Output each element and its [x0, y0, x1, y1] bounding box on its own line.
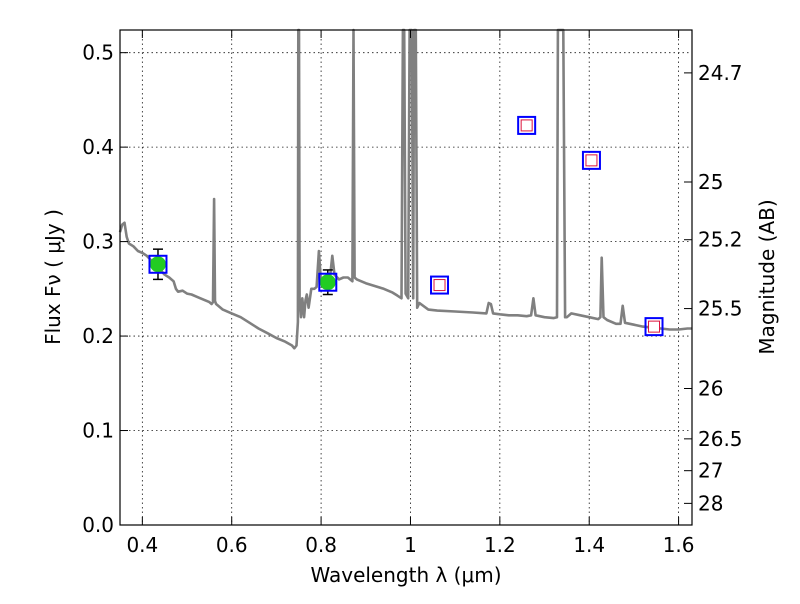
x-tick-label: 1.2: [484, 533, 516, 557]
right-axis-label: Magnitude (AB): [755, 199, 779, 354]
x-tick-label: 0.6: [216, 533, 248, 557]
y-tick-label: 0.0: [82, 513, 114, 537]
y-tick-label: 0.3: [82, 230, 114, 254]
right-tick-label: 24.7: [698, 61, 743, 85]
plot-frame: [119, 29, 693, 526]
spectrum-line: [118, 28, 692, 350]
y-tick-label: 0.2: [82, 324, 114, 348]
x-tick-label: 1.6: [663, 533, 695, 557]
y-tick-label: 0.1: [82, 419, 114, 443]
model-band-point: [148, 254, 168, 274]
y-tick-label: 0.4: [82, 135, 114, 159]
model-band-point: [644, 317, 664, 337]
upper-limit-point: [585, 154, 598, 167]
right-tick-label: 25: [698, 170, 723, 194]
observed-point: [149, 256, 166, 273]
x-tick-label: 1.4: [573, 533, 605, 557]
right-tick-label: 25.5: [698, 297, 743, 321]
tick-labels-layer: 0.4 0.6 0.8 1 1.2 1.4 1.6 0.0 0.1 0.2 0.3 0.4 0.5 24.…: [82, 41, 742, 557]
upper-limit-point: [520, 119, 533, 132]
markers-layer: [148, 115, 664, 337]
ticks-layer: [120, 30, 692, 526]
observed-point: [319, 274, 336, 291]
model-band-point: [517, 115, 537, 135]
x-tick-label: 0.4: [126, 533, 158, 557]
y-tick-label: 0.5: [82, 41, 114, 65]
model-band-point: [581, 150, 601, 170]
right-tick-label: 25.2: [698, 228, 743, 252]
right-tick-label: 26.5: [698, 427, 743, 451]
right-tick-label: 28: [698, 491, 723, 515]
model-band-point: [318, 272, 338, 292]
y-axis-label: Flux Fν ( μJy ): [41, 209, 65, 345]
x-tick-label: 1: [404, 533, 417, 557]
upper-limit-point: [648, 320, 661, 333]
right-tick-label: 26: [698, 376, 723, 400]
right-tick-label: 27: [698, 459, 723, 483]
x-axis-label: Wavelength λ (μm): [310, 563, 501, 587]
x-tick-label: 0.8: [305, 533, 337, 557]
upper-limit-point: [433, 279, 446, 292]
model-band-point: [430, 275, 450, 295]
